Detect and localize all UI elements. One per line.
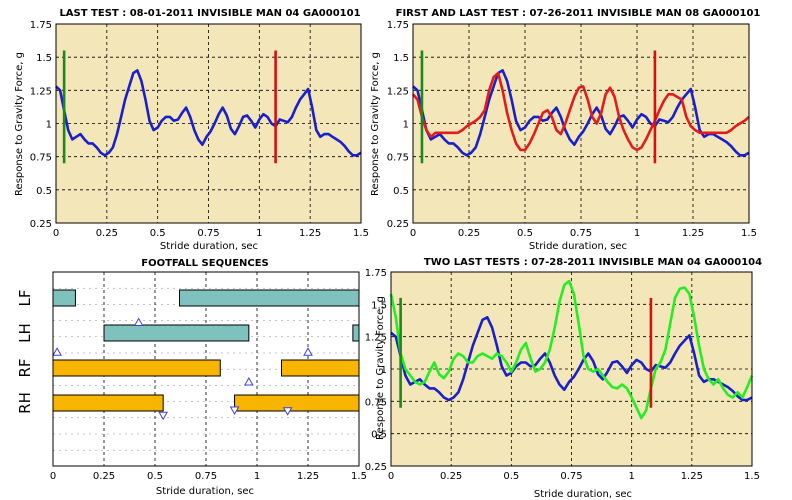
y-tick-label: 1 <box>403 120 409 131</box>
footfall-bar-lh <box>103 324 250 342</box>
y-tick-label: 1.75 <box>30 20 52 31</box>
x-tick-label: 0.25 <box>440 471 462 482</box>
chart-last-test: 0 0.25 0.5 0.75 1 1.25 1.50.250.50.7511.251.51… <box>14 8 369 252</box>
triangle-marker-up <box>303 347 313 356</box>
x-tick-label: 0 <box>50 471 56 482</box>
y-tick-label: 1.5 <box>393 53 409 64</box>
row-label-rf: RF <box>16 358 34 377</box>
y-axis-label: Response to Gravity Force, g <box>14 52 25 196</box>
x-tick-label: 0.5 <box>517 228 533 239</box>
y-tick-label: 0.5 <box>36 186 52 197</box>
x-axis-label: Stride duration, sec <box>529 241 627 252</box>
y-axis-label: Response to Gravity Force, g <box>375 296 386 440</box>
series-line-blue <box>412 69 750 157</box>
triangle-marker-up <box>133 317 144 326</box>
footfall-bar-rf <box>280 359 360 377</box>
x-tick-label: 1.5 <box>353 228 369 239</box>
footfall-bar-rh <box>234 394 360 412</box>
plot-frame <box>55 23 362 224</box>
triangle-marker-down <box>229 406 240 416</box>
x-tick-label: 1 <box>628 471 634 482</box>
footfall-bar-lf <box>52 289 76 307</box>
footfall-bar-lh <box>352 324 360 342</box>
y-tick-label: 1.75 <box>365 268 387 279</box>
x-tick-label: 1 <box>254 471 260 482</box>
x-tick-label: 0 <box>388 471 394 482</box>
chart-footfall-sequences: 0 0.25 0.5 0.75 1 1.25 1.5 LF LH RF RH FOOTFALL SEQ… <box>16 258 367 497</box>
y-tick-label: 0.25 <box>365 462 387 473</box>
y-tick-label: 0.5 <box>393 186 409 197</box>
y-tick-label: 1.5 <box>36 53 52 64</box>
y-tick-label: 1.25 <box>365 333 387 344</box>
x-tick-label: 1.25 <box>297 471 319 482</box>
y-tick-label: 1.25 <box>387 86 409 97</box>
y-tick-label: 0.75 <box>387 153 409 164</box>
chart-first-and-last-test: 0 0.25 0.5 0.75 1 1.25 1.50.250.50.7511.251.51… <box>370 8 760 252</box>
x-tick-label: 0.25 <box>96 228 118 239</box>
x-tick-label: 1.5 <box>744 471 760 482</box>
x-tick-label: 0.5 <box>150 228 166 239</box>
chart-title: FIRST AND LAST TEST : 07-26-2011 INVISIB… <box>396 8 761 19</box>
x-tick-label: 1 <box>634 228 640 239</box>
footfall-bar-rh <box>52 394 164 412</box>
chart-title: FOOTFALL SEQUENCES <box>141 258 269 269</box>
x-tick-label: 1.25 <box>682 228 704 239</box>
x-tick-label: 0.75 <box>195 471 217 482</box>
y-tick-label: 1.75 <box>387 20 409 31</box>
x-tick-label: 0 <box>410 228 416 239</box>
series-line-green-line <box>389 279 754 420</box>
series-line-blue <box>55 69 362 157</box>
y-tick-label: 0.25 <box>30 219 52 230</box>
triangle-marker-up <box>243 376 254 386</box>
x-tick-label: 0.25 <box>458 228 480 239</box>
x-tick-label: 0.5 <box>503 471 519 482</box>
chart-title: LAST TEST : 08-01-2011 INVISIBLE MAN 04 … <box>59 8 360 19</box>
y-tick-label: 0.75 <box>365 397 387 408</box>
footfall-bar-lf <box>178 289 360 307</box>
series-line-red <box>412 71 750 152</box>
x-tick-label: 1.5 <box>741 228 757 239</box>
y-tick-label: 0.5 <box>371 430 387 441</box>
x-tick-label: 0 <box>53 228 59 239</box>
x-tick-label: 0.75 <box>570 228 592 239</box>
x-tick-label: 1 <box>256 228 262 239</box>
x-tick-label: 0.75 <box>560 471 582 482</box>
x-tick-label: 1.5 <box>351 471 367 482</box>
x-axis-label: Stride duration, sec <box>160 241 258 252</box>
x-axis-label: Stride duration, sec <box>534 489 632 500</box>
triangle-marker-up <box>52 347 62 356</box>
x-tick-label: 0.75 <box>197 228 219 239</box>
y-tick-label: 0.25 <box>387 219 409 230</box>
series-line-blue <box>390 315 753 402</box>
x-tick-label: 1.25 <box>299 228 321 239</box>
y-tick-label: 0.75 <box>30 153 52 164</box>
x-tick-label: 0.5 <box>147 471 163 482</box>
row-label-rh: RH <box>16 392 34 414</box>
y-tick-label: 1 <box>381 365 387 376</box>
row-label-lf: LF <box>16 290 34 307</box>
x-axis-label: Stride duration, sec <box>156 486 254 497</box>
chart-title: TWO LAST TESTS : 07-28-2011 INVISIBLE MA… <box>424 257 762 268</box>
plot-frame <box>390 271 753 467</box>
triangle-marker-down <box>158 411 169 421</box>
row-label-lh: LH <box>16 323 34 343</box>
plot-frame <box>412 23 750 224</box>
y-axis-label: Response to Gravity Force, g <box>370 52 381 196</box>
y-tick-label: 1 <box>46 120 52 131</box>
y-tick-label: 1.5 <box>371 300 387 311</box>
footfall-bar-rf <box>52 359 221 377</box>
x-tick-label: 1.25 <box>681 471 703 482</box>
y-tick-label: 1.25 <box>30 86 52 97</box>
plot-frame <box>52 271 360 467</box>
chart-two-last-tests: 0 0.25 0.5 0.75 1 1.25 1.50.250.50.7511.251.51… <box>365 257 762 500</box>
triangle-marker-down <box>282 407 293 416</box>
x-tick-label: 0.25 <box>93 471 115 482</box>
